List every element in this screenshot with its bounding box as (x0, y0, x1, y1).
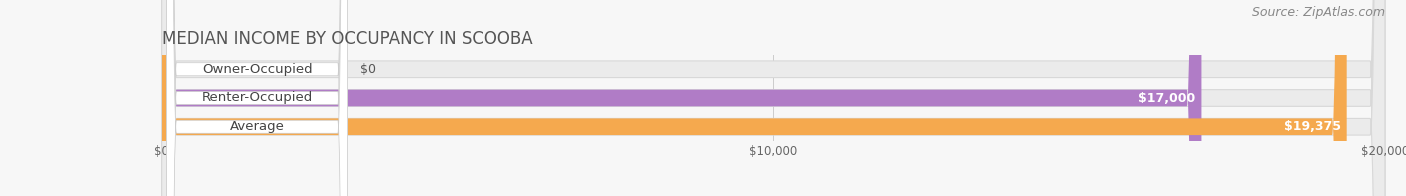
Text: MEDIAN INCOME BY OCCUPANCY IN SCOOBA: MEDIAN INCOME BY OCCUPANCY IN SCOOBA (162, 30, 533, 48)
Text: Average: Average (229, 120, 284, 133)
FancyBboxPatch shape (166, 0, 347, 196)
FancyBboxPatch shape (162, 0, 1385, 196)
Text: $17,000: $17,000 (1137, 92, 1195, 104)
Text: Source: ZipAtlas.com: Source: ZipAtlas.com (1251, 6, 1385, 19)
Text: Renter-Occupied: Renter-Occupied (201, 92, 312, 104)
Text: $0: $0 (360, 63, 375, 76)
FancyBboxPatch shape (166, 0, 347, 196)
FancyBboxPatch shape (162, 0, 1347, 196)
FancyBboxPatch shape (166, 0, 347, 196)
FancyBboxPatch shape (162, 0, 1385, 196)
FancyBboxPatch shape (162, 0, 1385, 196)
FancyBboxPatch shape (162, 0, 1202, 196)
Text: $19,375: $19,375 (1284, 120, 1340, 133)
Text: Owner-Occupied: Owner-Occupied (202, 63, 312, 76)
